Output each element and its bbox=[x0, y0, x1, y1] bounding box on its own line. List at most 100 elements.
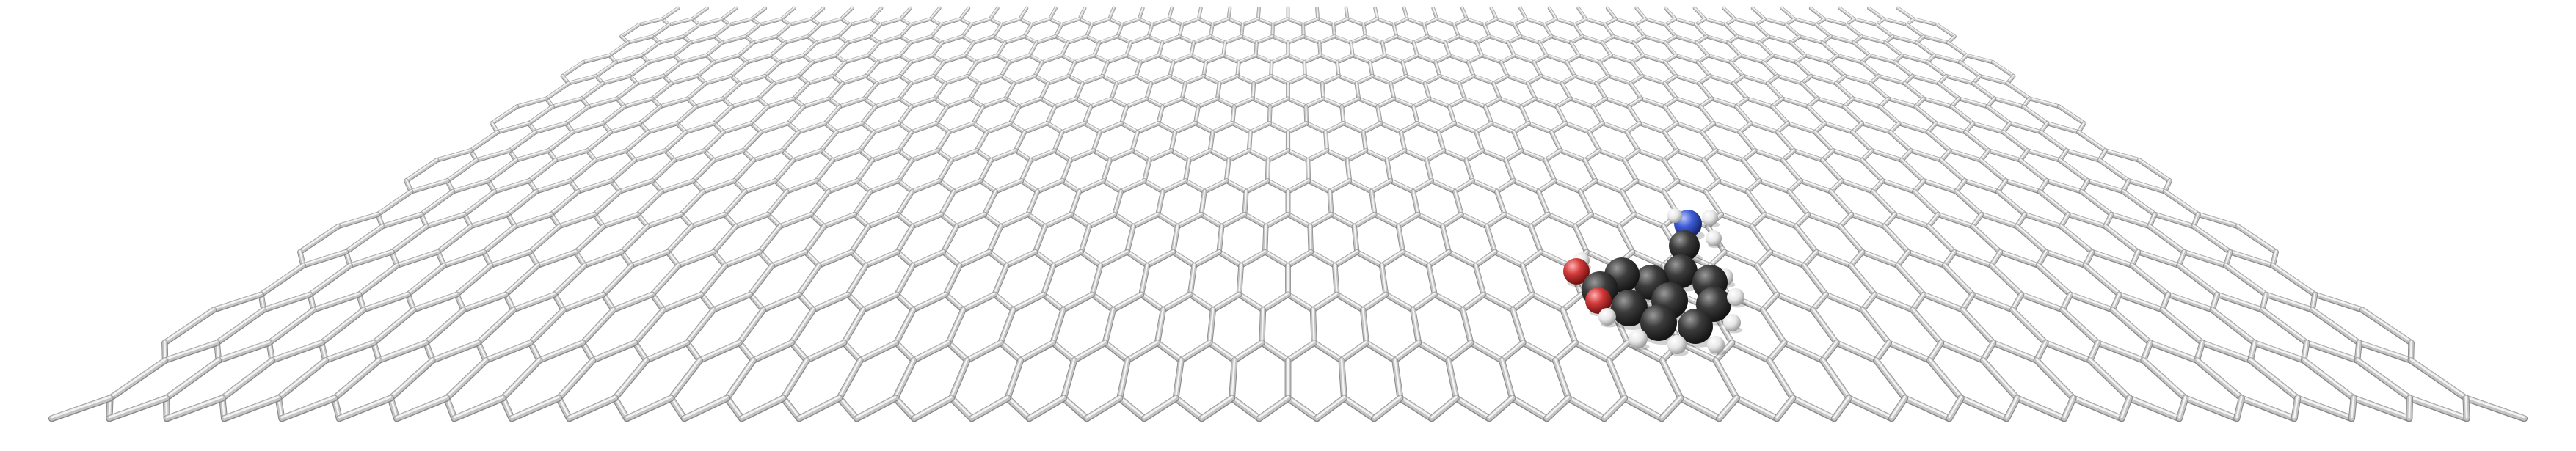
lattice-bond bbox=[2109, 307, 2153, 346]
lattice-bond bbox=[1053, 34, 1070, 45]
lattice-bond bbox=[1086, 211, 1118, 230]
lattice-bond bbox=[672, 148, 707, 163]
lattice-bond bbox=[1286, 17, 1306, 27]
lattice-bond bbox=[1183, 74, 1206, 86]
lattice-bond bbox=[1808, 6, 1827, 21]
lattice-bond bbox=[1933, 121, 1968, 135]
lattice-bond bbox=[951, 178, 983, 194]
lattice-bond bbox=[1963, 130, 1991, 153]
lattice-bond bbox=[1767, 34, 1793, 45]
lattice-bond bbox=[513, 148, 551, 163]
lattice-bond bbox=[1845, 395, 1896, 422]
lattice-bond bbox=[2462, 395, 2470, 422]
lattice-bond bbox=[940, 249, 963, 269]
lattice-bond bbox=[592, 148, 629, 163]
lattice-bond bbox=[1142, 178, 1165, 194]
lattice-bond bbox=[1622, 158, 1640, 183]
lattice-bond bbox=[650, 23, 672, 39]
lattice-bond bbox=[460, 291, 509, 313]
lattice-bond bbox=[733, 211, 771, 230]
lattice-bond bbox=[875, 74, 902, 86]
lattice-bond bbox=[1499, 60, 1510, 78]
lattice-bond bbox=[429, 340, 481, 364]
lattice-bond bbox=[2135, 249, 2182, 269]
lattice-bond bbox=[1124, 249, 1151, 269]
lattice-bond bbox=[1921, 96, 1954, 109]
lattice-bond bbox=[701, 178, 737, 194]
lattice-bond bbox=[1786, 188, 1811, 217]
lattice-bond bbox=[895, 211, 915, 230]
lattice-bond bbox=[1663, 17, 1678, 27]
lattice-bond bbox=[318, 307, 367, 346]
lattice-bond bbox=[1502, 211, 1534, 230]
lattice-bond bbox=[911, 395, 955, 422]
lattice-bond bbox=[1431, 6, 1439, 21]
lattice-bond bbox=[635, 188, 664, 217]
lattice-bond bbox=[1254, 54, 1274, 65]
lattice-bond bbox=[848, 17, 873, 27]
lattice-bond bbox=[1759, 307, 1788, 346]
lattice-bond bbox=[1709, 96, 1739, 109]
lattice-bond bbox=[1124, 40, 1133, 58]
lattice-bond bbox=[796, 263, 822, 298]
lattice-bond bbox=[2303, 340, 2361, 364]
lattice-bond bbox=[679, 54, 708, 65]
lattice-bond bbox=[1038, 96, 1058, 109]
lattice-bond bbox=[161, 307, 217, 346]
lattice-bond bbox=[1701, 158, 1721, 183]
lattice-bond bbox=[1560, 307, 1579, 346]
lattice-bond bbox=[1154, 340, 1185, 364]
lattice-bond bbox=[1631, 40, 1645, 58]
lattice-bond bbox=[1609, 54, 1634, 65]
lattice-bond bbox=[2359, 307, 2415, 346]
lattice-bond bbox=[1157, 54, 1176, 65]
lattice-bond bbox=[550, 96, 584, 109]
lattice-bond bbox=[1269, 60, 1274, 78]
lattice-bond bbox=[1168, 148, 1192, 163]
lattice-bond bbox=[1262, 224, 1269, 255]
lattice-bond bbox=[1391, 357, 1404, 402]
lattice-bond bbox=[1868, 54, 1897, 65]
lattice-bond bbox=[704, 40, 724, 58]
lattice-bond bbox=[859, 104, 878, 126]
lattice-bond bbox=[1018, 6, 1029, 21]
lattice-bond bbox=[1886, 96, 1918, 109]
lattice-bond bbox=[667, 357, 704, 402]
lattice-bond bbox=[600, 263, 635, 298]
lattice-bond bbox=[845, 34, 872, 45]
lattice-bond bbox=[1457, 81, 1467, 101]
lattice-bond bbox=[1016, 96, 1044, 109]
lattice-bond bbox=[712, 104, 735, 126]
lattice-bond bbox=[1060, 17, 1082, 27]
lattice-bond bbox=[1844, 23, 1864, 39]
lattice-bond bbox=[1356, 96, 1380, 109]
lattice-bond bbox=[1828, 178, 1844, 194]
lattice-bond bbox=[1577, 178, 1598, 194]
lattice-bond bbox=[896, 130, 914, 153]
lattice-bond bbox=[1503, 148, 1524, 163]
lattice-bond bbox=[1921, 291, 1966, 313]
lattice-bond bbox=[1465, 17, 1486, 27]
lattice-bond bbox=[765, 188, 790, 217]
lattice-bond bbox=[1525, 74, 1543, 86]
lattice-bond bbox=[1605, 357, 1629, 402]
lattice-bond bbox=[617, 178, 655, 194]
lattice-bond bbox=[1415, 54, 1438, 65]
hydrogen-atom bbox=[1723, 314, 1741, 331]
lattice-bond bbox=[1045, 104, 1058, 126]
lattice-bond bbox=[221, 395, 282, 422]
lattice-bond bbox=[1415, 211, 1446, 230]
lattice-bond bbox=[736, 40, 756, 58]
lattice-bond bbox=[1538, 34, 1554, 45]
lattice-bond bbox=[1354, 249, 1385, 269]
lattice-bond bbox=[1383, 291, 1416, 313]
lattice-bond bbox=[712, 23, 732, 39]
lattice-bond bbox=[1240, 23, 1245, 39]
lattice-bond bbox=[1932, 54, 1962, 65]
lattice-bond bbox=[1700, 130, 1719, 153]
lattice-bond bbox=[1894, 263, 1927, 298]
lattice-bond bbox=[962, 54, 979, 65]
lattice-bond bbox=[1102, 340, 1131, 364]
lattice-bond bbox=[1750, 6, 1767, 21]
lattice-bond bbox=[898, 60, 913, 78]
